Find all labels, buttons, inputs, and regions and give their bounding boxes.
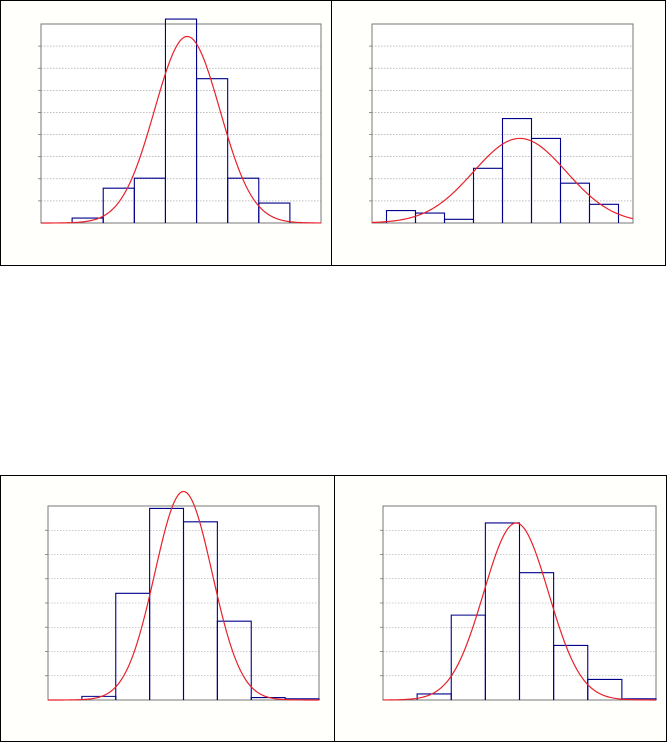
histogram-bar-4 <box>518 572 555 700</box>
chart-panel-1 <box>0 0 332 266</box>
normal-curve <box>382 522 656 701</box>
histogram-bar-4 <box>182 521 218 700</box>
normal-curve <box>41 35 322 224</box>
histogram-chart-3 <box>45 490 320 701</box>
histogram-bar-6 <box>587 678 623 700</box>
histogram-chart-2 <box>369 23 634 224</box>
normal-curve <box>48 490 319 701</box>
histogram-bar-6 <box>227 177 260 223</box>
histogram-bar-5 <box>553 644 589 700</box>
histogram-bar-7 <box>258 202 291 223</box>
chart-panel-3 <box>0 475 335 742</box>
histogram-bar-2 <box>414 212 446 223</box>
histogram-chart-1 <box>38 18 322 224</box>
normal-curve <box>371 137 634 224</box>
plot-area <box>40 23 322 224</box>
chart-panel-4 <box>334 475 667 742</box>
chart-panel-2 <box>331 0 666 266</box>
histogram-bar-5 <box>196 78 229 223</box>
histogram-bar-5 <box>216 620 252 700</box>
histogram-bar-7 <box>559 182 591 223</box>
histogram-chart-4 <box>380 505 657 701</box>
histogram-bar-6 <box>530 137 562 223</box>
